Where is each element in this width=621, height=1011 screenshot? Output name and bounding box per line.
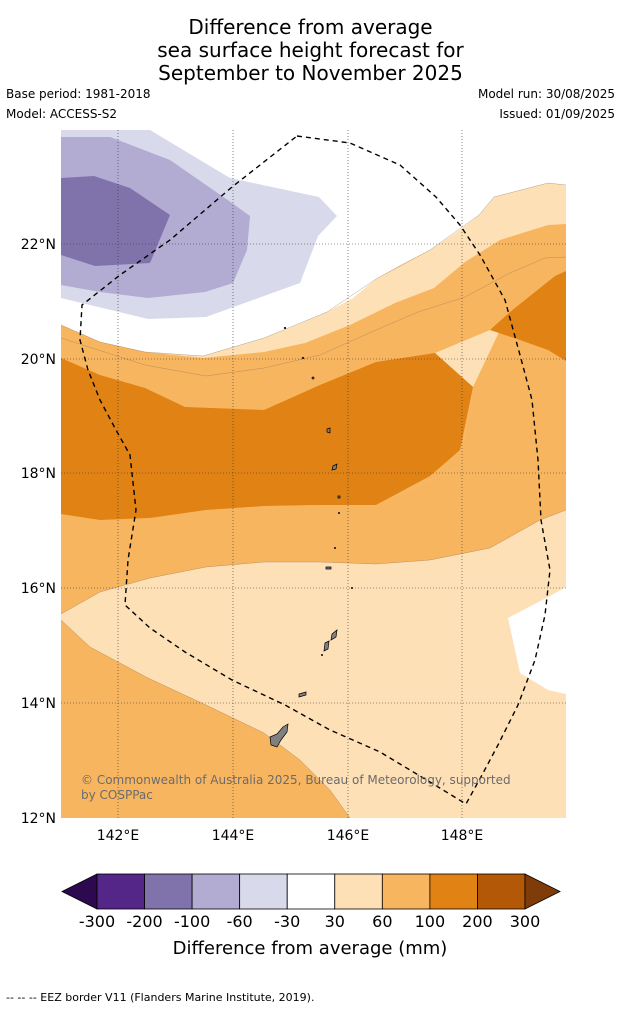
island-north-5 xyxy=(311,376,315,380)
longitude-labels: 142°E 144°E 146°E 148°E xyxy=(97,828,484,844)
colorbar-segment xyxy=(334,873,383,910)
colorbar-extend-low xyxy=(61,873,98,910)
eez-border xyxy=(79,135,551,805)
colorbar-segment xyxy=(477,873,526,910)
island-saipan xyxy=(330,629,338,641)
grid-lines xyxy=(61,130,566,818)
anomaly-band-60-100-south xyxy=(61,330,566,614)
anomaly-band-neutral-east xyxy=(508,587,566,694)
colorbar-segment xyxy=(96,873,145,910)
lon-tick-142e: 142°E xyxy=(97,828,140,844)
copyright-line-1: © Commonwealth of Australia 2025, Bureau… xyxy=(81,773,511,787)
colorbar: -300 -200 -100 -60 -30 30 60 100 200 300 xyxy=(61,873,561,931)
title-line-2: sea surface height forecast for xyxy=(157,38,464,62)
island-north-6 xyxy=(301,356,305,360)
map-plot-area: © Commonwealth of Australia 2025, Bureau… xyxy=(61,130,566,818)
latitude-labels: 22°N 20°N 18°N 16°N 14°N 12°N xyxy=(21,237,56,827)
island-north-8 xyxy=(337,511,341,515)
colorbar-tick-label: 300 xyxy=(510,912,541,931)
lon-tick-146e: 146°E xyxy=(327,828,370,844)
colorbar-segment xyxy=(429,873,478,910)
title-line-1: Difference from average xyxy=(188,15,433,39)
lat-tick-14n: 14°N xyxy=(21,696,56,712)
issued-date: Issued: 01/09/2025 xyxy=(499,107,615,121)
colorbar-tick-label: -300 xyxy=(79,912,115,931)
island-north-4 xyxy=(325,566,332,570)
island-north-9 xyxy=(333,546,337,550)
island-north-7 xyxy=(283,326,287,330)
lon-tick-144e: 144°E xyxy=(212,828,255,844)
island-north-2 xyxy=(331,463,338,471)
colorbar-tick-label: -200 xyxy=(126,912,162,931)
lat-tick-16n: 16°N xyxy=(21,581,56,597)
model-run: Model run: 30/08/2025 xyxy=(477,87,615,101)
island-tinian xyxy=(323,640,330,652)
colorbar-tick-label: -100 xyxy=(174,912,210,931)
island-north-1 xyxy=(326,427,331,434)
colorbar-segment xyxy=(381,873,431,910)
anomaly-band-60-100-southwest xyxy=(61,620,350,818)
colorbar-tick-label: 60 xyxy=(372,912,392,931)
colorbar-tick-label: -60 xyxy=(227,912,253,931)
colorbar-segment xyxy=(286,873,336,910)
anomaly-band-100-200 xyxy=(61,353,473,520)
copyright-line-2: by COSPPac xyxy=(81,788,153,802)
island-guam xyxy=(269,723,289,748)
anomaly-band-minus-200-100 xyxy=(61,176,170,266)
lon-tick-148e: 148°E xyxy=(441,828,484,844)
lat-tick-22n: 22°N xyxy=(21,237,56,253)
colorbar-segment xyxy=(144,873,193,910)
eez-legend: -- -- -- EEZ border V11 (Flanders Marine… xyxy=(6,991,315,1004)
map-title: Difference from average sea surface heig… xyxy=(0,16,621,85)
colorbar-tick-label: 200 xyxy=(462,912,493,931)
model-name: Model: ACCESS-S2 xyxy=(6,107,118,121)
lat-tick-20n: 20°N xyxy=(21,352,56,368)
mariana-islands xyxy=(269,326,354,748)
title-line-3: September to November 2025 xyxy=(158,61,463,85)
island-north-3 xyxy=(337,495,341,499)
colorbar-extend-high xyxy=(524,873,561,910)
contour-lines xyxy=(61,182,566,818)
colorbar-tick-label: 100 xyxy=(415,912,446,931)
island-rota xyxy=(298,691,307,698)
base-period: Base period: 1981-2018 xyxy=(6,87,151,101)
anomaly-band-100-200-east xyxy=(490,271,566,361)
colorbar-tick-label: 30 xyxy=(325,912,345,931)
colorbar-segment xyxy=(191,873,241,910)
anomaly-band-60-100-north xyxy=(61,224,566,376)
colorbar-segment xyxy=(239,873,288,910)
island-medinilla xyxy=(320,653,324,657)
lat-tick-18n: 18°N xyxy=(21,466,56,482)
lat-tick-12n: 12°N xyxy=(21,811,56,827)
colorbar-title: Difference from average (mm) xyxy=(173,938,448,959)
island-north-10 xyxy=(350,586,354,590)
colorbar-tick-label: -30 xyxy=(274,912,300,931)
